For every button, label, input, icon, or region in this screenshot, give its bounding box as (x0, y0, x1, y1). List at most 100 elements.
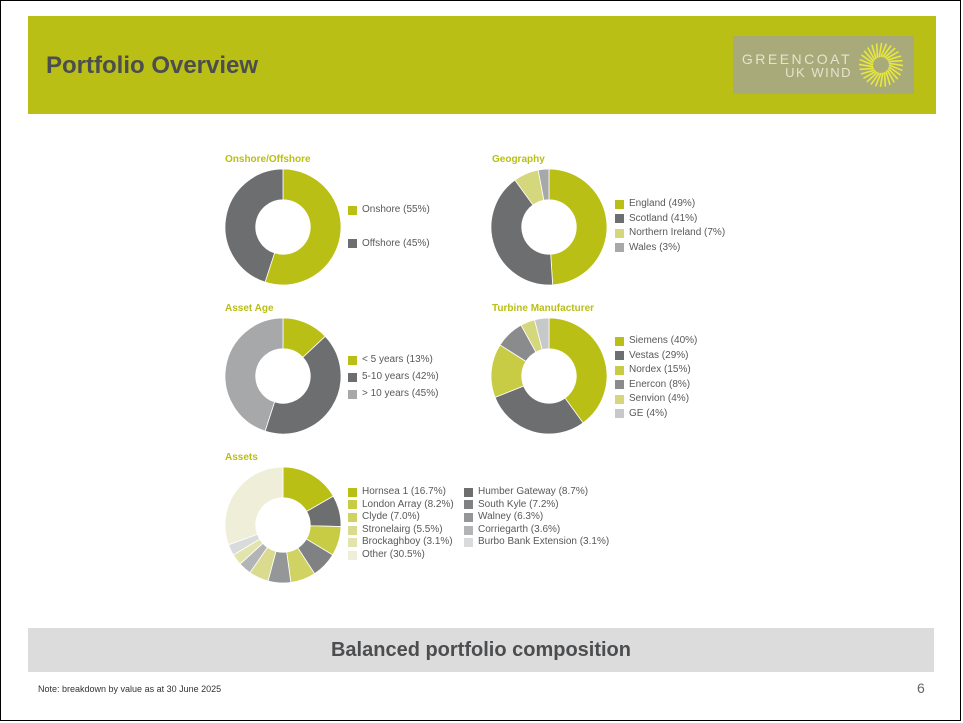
sun-ray (859, 67, 874, 71)
legend-label: England (49%) (629, 198, 696, 209)
legend-item: Burbo Bank Extension (3.1%) (464, 536, 609, 549)
legend-swatch (615, 380, 624, 390)
legend-label: Stronelairg (5.5%) (362, 523, 443, 535)
donut-slice (224, 168, 284, 283)
legend-swatch (464, 487, 473, 497)
legend-label: < 5 years (13%) (362, 354, 433, 366)
legend-item: Clyde (7.0%) (348, 511, 454, 524)
legend-onshore-offshore: Onshore (55%) Offshore (45%) (348, 203, 430, 251)
chart-title-turbine-manufacturer: Turbine Manufacturer (492, 303, 595, 314)
legend-item: Offshore (45%) (348, 237, 430, 252)
sun-ray (882, 44, 892, 58)
legend-item: Humber Gateway (8.7%) (464, 486, 609, 499)
sun-ray (858, 63, 874, 68)
sun-ray (880, 43, 888, 58)
legend-label: Humber Gateway (8.7%) (478, 486, 589, 497)
legend-item: Corriegarth (3.6%) (464, 524, 609, 537)
legend-swatch (348, 487, 357, 497)
legend-swatch (348, 390, 357, 399)
legend-swatch (348, 205, 357, 215)
legend-label: GE (4%) (629, 407, 668, 419)
sun-ray (879, 72, 884, 88)
legend-swatch (348, 373, 357, 382)
legend-swatch (615, 228, 624, 238)
sun-ray (888, 64, 903, 72)
legend-label: South Kyle (7.2%) (478, 498, 559, 510)
header-band: Portfolio Overview GREENCOAT UK WIND (28, 16, 936, 114)
legend-swatch (348, 550, 357, 560)
sun-ray (888, 62, 904, 67)
legend-swatch (464, 512, 473, 522)
sun-icon (858, 42, 904, 88)
logo-line2: UK WIND (785, 65, 852, 80)
legend-item: Northern Ireland (7%) (615, 226, 725, 241)
footnote: Note: breakdown by value as at 30 June 2… (38, 684, 222, 694)
sun-ray (885, 51, 899, 60)
donut-slice (537, 168, 550, 201)
page-title: Portfolio Overview (46, 52, 259, 79)
sun-ray (863, 50, 875, 63)
legend-label: Offshore (45%) (362, 237, 430, 249)
legend-swatch (615, 214, 624, 224)
legend-item: < 5 years (13%) (348, 352, 439, 369)
sun-ray (859, 58, 874, 66)
sun-ray (870, 72, 880, 86)
donut-slice (494, 385, 584, 435)
donut-slice (264, 335, 342, 435)
sun-ray (866, 71, 879, 83)
asset-age-donut (224, 317, 342, 435)
legend-item: Stronelairg (5.5%) (348, 524, 454, 537)
legend-item: Vestas (29%) (615, 349, 697, 364)
sun-ray (878, 42, 883, 58)
assets-donut (224, 466, 342, 584)
legend-swatch (464, 538, 473, 548)
donut-slice (224, 466, 284, 546)
legend-swatch (615, 336, 624, 346)
legend-swatch (615, 199, 624, 209)
sun-ray (883, 47, 896, 59)
sun-ray (885, 71, 891, 86)
legend-label: 5-10 years (42%) (362, 371, 439, 383)
legend-label: Nordex (15%) (629, 364, 691, 375)
legend-label: Onshore (55%) (362, 204, 430, 215)
legend-swatch (615, 351, 624, 361)
legend-label: Vestas (29%) (629, 349, 689, 361)
legend-swatch (615, 409, 624, 419)
legend-swatch (348, 512, 357, 522)
sun-ray (863, 70, 877, 79)
legend-label: Scotland (41%) (629, 212, 698, 224)
legend-label: Siemens (40%) (629, 335, 698, 346)
geography-donut (490, 168, 608, 286)
legend-item: South Kyle (7.2%) (464, 499, 609, 512)
sun-ray (883, 72, 887, 87)
sun-ray (888, 66, 902, 76)
legend-item: Nordex (15%) (615, 363, 697, 378)
legend-item: Brockaghboy (3.1%) (348, 536, 454, 549)
legend-swatch (615, 365, 624, 375)
sun-ray (888, 59, 903, 63)
legend-label: > 10 years (45%) (362, 388, 439, 400)
sun-ray (875, 43, 879, 58)
donut-slice (548, 317, 608, 424)
donut-slice (534, 317, 550, 351)
legend-label: Hornsea 1 (16.7%) (362, 486, 446, 497)
onshore-offshore-donut (224, 168, 342, 286)
legend-swatch (348, 525, 357, 535)
chart-title-asset-age: Asset Age (225, 303, 274, 314)
legend-swatch (464, 525, 473, 535)
legend-label: Other (30.5%) (362, 548, 425, 560)
legend-label: Burbo Bank Extension (3.1%) (478, 536, 610, 548)
chart-title-geography: Geography (492, 154, 545, 165)
legend-swatch (615, 243, 624, 253)
legend-item: Senvion (4%) (615, 392, 697, 407)
legend-label: Walney (6.3%) (478, 511, 544, 523)
page-number: 6 (917, 680, 925, 696)
company-logo: GREENCOAT UK WIND (733, 36, 914, 94)
legend-item: Scotland (41%) (615, 212, 725, 227)
turbine-manufacturer-donut (490, 317, 608, 435)
legend-item: Hornsea 1 (16.7%) (348, 486, 454, 499)
legend-label: Clyde (7.0%) (362, 511, 420, 523)
sun-ray (860, 69, 875, 75)
legend-item: Siemens (40%) (615, 334, 697, 349)
legend-item: Walney (6.3%) (464, 511, 609, 524)
